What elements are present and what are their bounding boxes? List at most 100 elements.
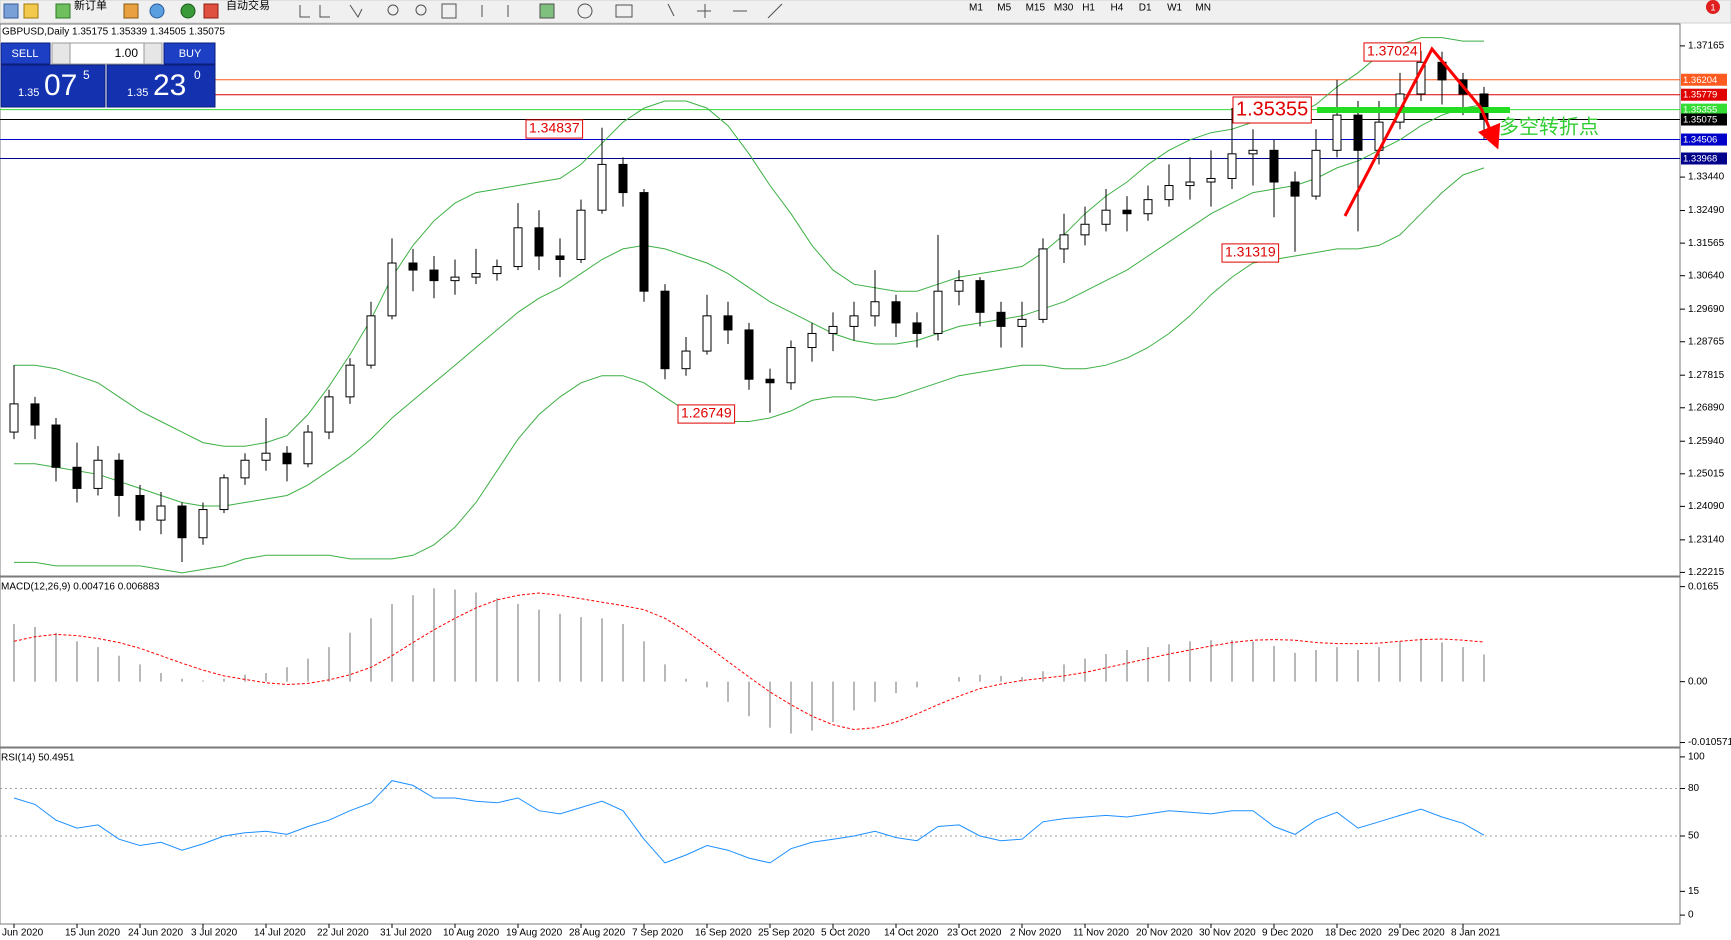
y-tick-label: 1.24090 <box>1688 501 1725 512</box>
candle-body <box>51 424 61 468</box>
macd-signal <box>13 592 1485 731</box>
toolbar-icon[interactable] <box>539 3 555 19</box>
candle-body <box>807 332 817 349</box>
auto-trading-icon[interactable] <box>203 3 219 19</box>
y-tick-label: 1.25015 <box>1688 468 1725 479</box>
candle-body <box>744 329 754 380</box>
candle-body <box>723 315 733 331</box>
candle-body <box>513 227 523 268</box>
buy-button[interactable] <box>163 42 216 65</box>
auto-trading-button[interactable]: 自动交易 <box>226 0 270 12</box>
x-tick-label: 10 Aug 2020 <box>443 928 500 939</box>
toolbar-icon[interactable] <box>180 3 196 19</box>
candle-body <box>387 262 397 317</box>
y-tick-label: 1.28765 <box>1688 336 1725 347</box>
timeframe-button[interactable]: H4 <box>1111 3 1124 14</box>
trend-arrow <box>1478 107 1501 150</box>
lots-up[interactable] <box>143 42 163 65</box>
sell-button[interactable] <box>0 42 51 65</box>
candle-body <box>408 262 418 271</box>
candle-body <box>1080 223 1090 236</box>
ask-box[interactable] <box>106 64 216 108</box>
price-level-label: 1.34506 <box>1683 135 1717 146</box>
toolbar-icon[interactable] <box>299 4 363 18</box>
y-tick-label: 1.26890 <box>1688 402 1725 413</box>
toolbar-icon[interactable] <box>441 3 457 19</box>
y-tick-label: 15 <box>1688 886 1700 897</box>
candle-body <box>639 192 649 292</box>
timeframe-button[interactable]: M1 <box>969 3 983 14</box>
y-tick-label: 1.25940 <box>1688 436 1725 447</box>
x-tick-label: 14 Oct 2020 <box>884 928 939 939</box>
timeframe-button[interactable]: M15 <box>1026 3 1046 14</box>
price-annotation-box <box>525 119 584 139</box>
candle-body <box>702 315 712 352</box>
candle-body <box>828 325 838 334</box>
candle-body <box>72 466 82 489</box>
drawings: 多空转折点 1.37024 1.35355 1.34837 1.31319 1.2674… <box>525 42 1599 424</box>
candle-body <box>681 350 691 370</box>
toolbar-tools <box>299 3 783 19</box>
price-annotation: 1.31319 <box>1225 244 1276 260</box>
y-tick-label: 1.22215 <box>1688 567 1725 578</box>
toolbar-icon[interactable] <box>481 3 783 19</box>
bid-box[interactable] <box>0 64 106 108</box>
main-panel <box>0 23 1681 577</box>
x-tick-label: 5 Oct 2020 <box>821 928 870 939</box>
candle-body <box>1248 149 1258 155</box>
y-tick-label: 1.23140 <box>1688 534 1725 545</box>
notification-badge[interactable] <box>1706 0 1720 14</box>
candle-body <box>261 452 271 461</box>
toolbar-icon[interactable] <box>149 3 165 19</box>
y-tick-label: 0 <box>1688 910 1694 921</box>
toolbar-icon[interactable] <box>415 4 427 16</box>
candle-body <box>618 163 628 194</box>
timeframe-button[interactable]: H1 <box>1082 3 1095 14</box>
lots-down[interactable] <box>51 42 71 65</box>
buy-label: BUY <box>179 48 202 60</box>
turning-point-note: 多空转折点 <box>1499 115 1599 138</box>
candle-body <box>1269 149 1279 183</box>
toolbar-icon[interactable] <box>123 3 139 19</box>
candle-body <box>1311 149 1321 197</box>
candle-body <box>1164 185 1174 201</box>
x-tick-label: 7 Sep 2020 <box>632 928 684 939</box>
price-annotation: 1.35355 <box>1236 98 1308 120</box>
candle-body <box>660 290 670 370</box>
sell-label: SELL <box>12 48 39 60</box>
candle-body <box>1206 177 1216 183</box>
candle-body <box>177 505 187 539</box>
notification-count: 1 <box>1710 2 1715 12</box>
axes: 1.37165 1.33440 1.32490 1.31565 1.30640 1.296… <box>2 41 1731 939</box>
toolbar-icon[interactable] <box>3 3 19 19</box>
price-level-label: 1.36204 <box>1683 75 1717 86</box>
candle-body <box>1290 181 1300 197</box>
x-tick-label: 29 Dec 2020 <box>1388 928 1445 939</box>
x-tick-label: 3 Jul 2020 <box>191 928 238 939</box>
rsi-line <box>13 780 1485 864</box>
timeframe-button[interactable]: M5 <box>997 3 1011 14</box>
toolbar-icon[interactable] <box>577 3 593 19</box>
price-level-tag <box>1681 88 1727 101</box>
price-annotation-box <box>1221 243 1280 263</box>
timeframe-button[interactable]: MN <box>1195 3 1211 14</box>
timeframe-button[interactable]: W1 <box>1167 3 1182 14</box>
candle-body <box>597 163 607 211</box>
timeframe-button[interactable]: D1 <box>1139 3 1152 14</box>
price-level-tag <box>1681 103 1727 116</box>
candle-body <box>324 396 334 433</box>
x-tick-label: 8 Jan 2021 <box>1451 928 1501 939</box>
candle-body <box>9 403 19 433</box>
candle-body <box>429 269 439 282</box>
toolbar-icon[interactable] <box>23 3 39 19</box>
candles <box>9 51 1489 563</box>
candle-body <box>1101 209 1111 225</box>
new-order-icon[interactable] <box>55 3 71 19</box>
timeframe-button[interactable]: M30 <box>1054 3 1074 14</box>
rsi-title: RSI(14) 50.4951 <box>1 753 75 764</box>
toolbar-icon[interactable] <box>387 4 399 16</box>
new-order-button[interactable]: 新订单 <box>74 0 107 12</box>
toolbar-icon[interactable] <box>615 4 633 18</box>
price-annotation-box <box>1232 96 1312 124</box>
candle-body <box>933 290 943 334</box>
